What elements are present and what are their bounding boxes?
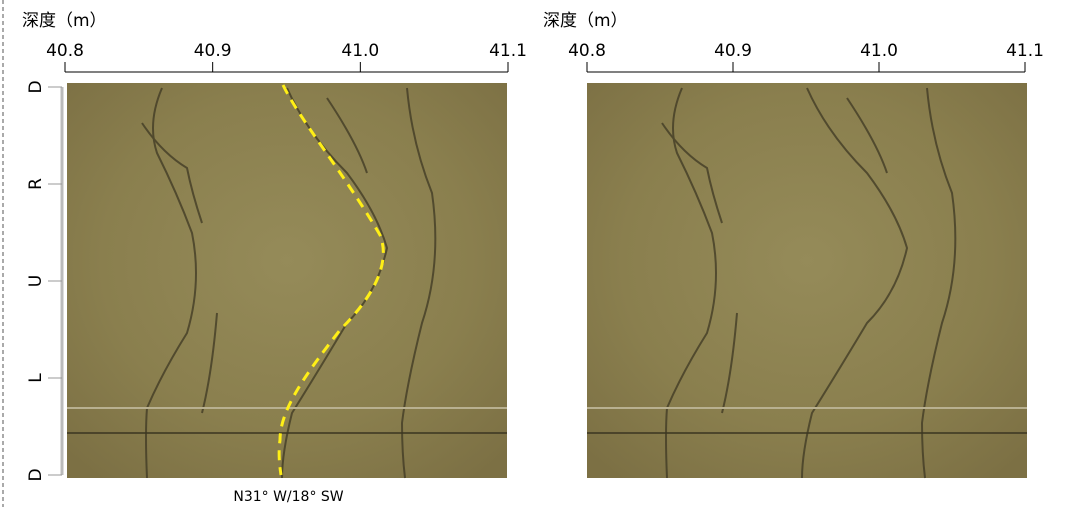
axis-title: 深度（m） <box>543 11 628 31</box>
borehole-image <box>67 83 507 478</box>
x-tick-label: 40.9 <box>714 41 752 61</box>
x-tick-label: 41.0 <box>860 41 898 61</box>
y-tick-label: D <box>26 80 46 93</box>
borehole-image <box>587 83 1027 478</box>
y-tick-label: L <box>26 373 46 383</box>
y-tick-label: U <box>26 275 46 287</box>
x-tick-label: 40.9 <box>194 41 232 61</box>
x-tick-label: 41.0 <box>341 41 379 61</box>
annotation: N31° W/18° SW <box>233 489 343 505</box>
y-tick-label: R <box>26 178 46 190</box>
x-tick-label: 40.8 <box>46 41 84 61</box>
axis-title: 深度（m） <box>22 11 107 31</box>
y-tick-label: D <box>26 468 46 481</box>
x-tick-label: 40.8 <box>568 41 606 61</box>
x-tick-label: 41.1 <box>489 41 527 61</box>
figure: 深度（m） 40.8 40.9 41.0 41.1 D R U L D N31° W/18° SW 深… <box>0 0 1071 507</box>
x-tick-label: 41.1 <box>1006 41 1044 61</box>
